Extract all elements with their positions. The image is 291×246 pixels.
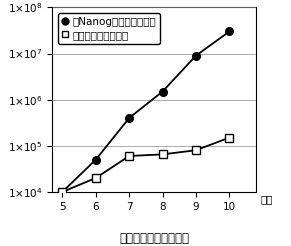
Text: 間葉系幹細胞増殖曲線: 間葉系幹細胞増殖曲線 (119, 232, 189, 246)
Text: 継代: 継代 (260, 194, 273, 204)
Legend: ：Nanog遣伝子導入細胞, ：コントロール細胞: ：Nanog遣伝子導入細胞, ：コントロール細胞 (58, 13, 160, 44)
